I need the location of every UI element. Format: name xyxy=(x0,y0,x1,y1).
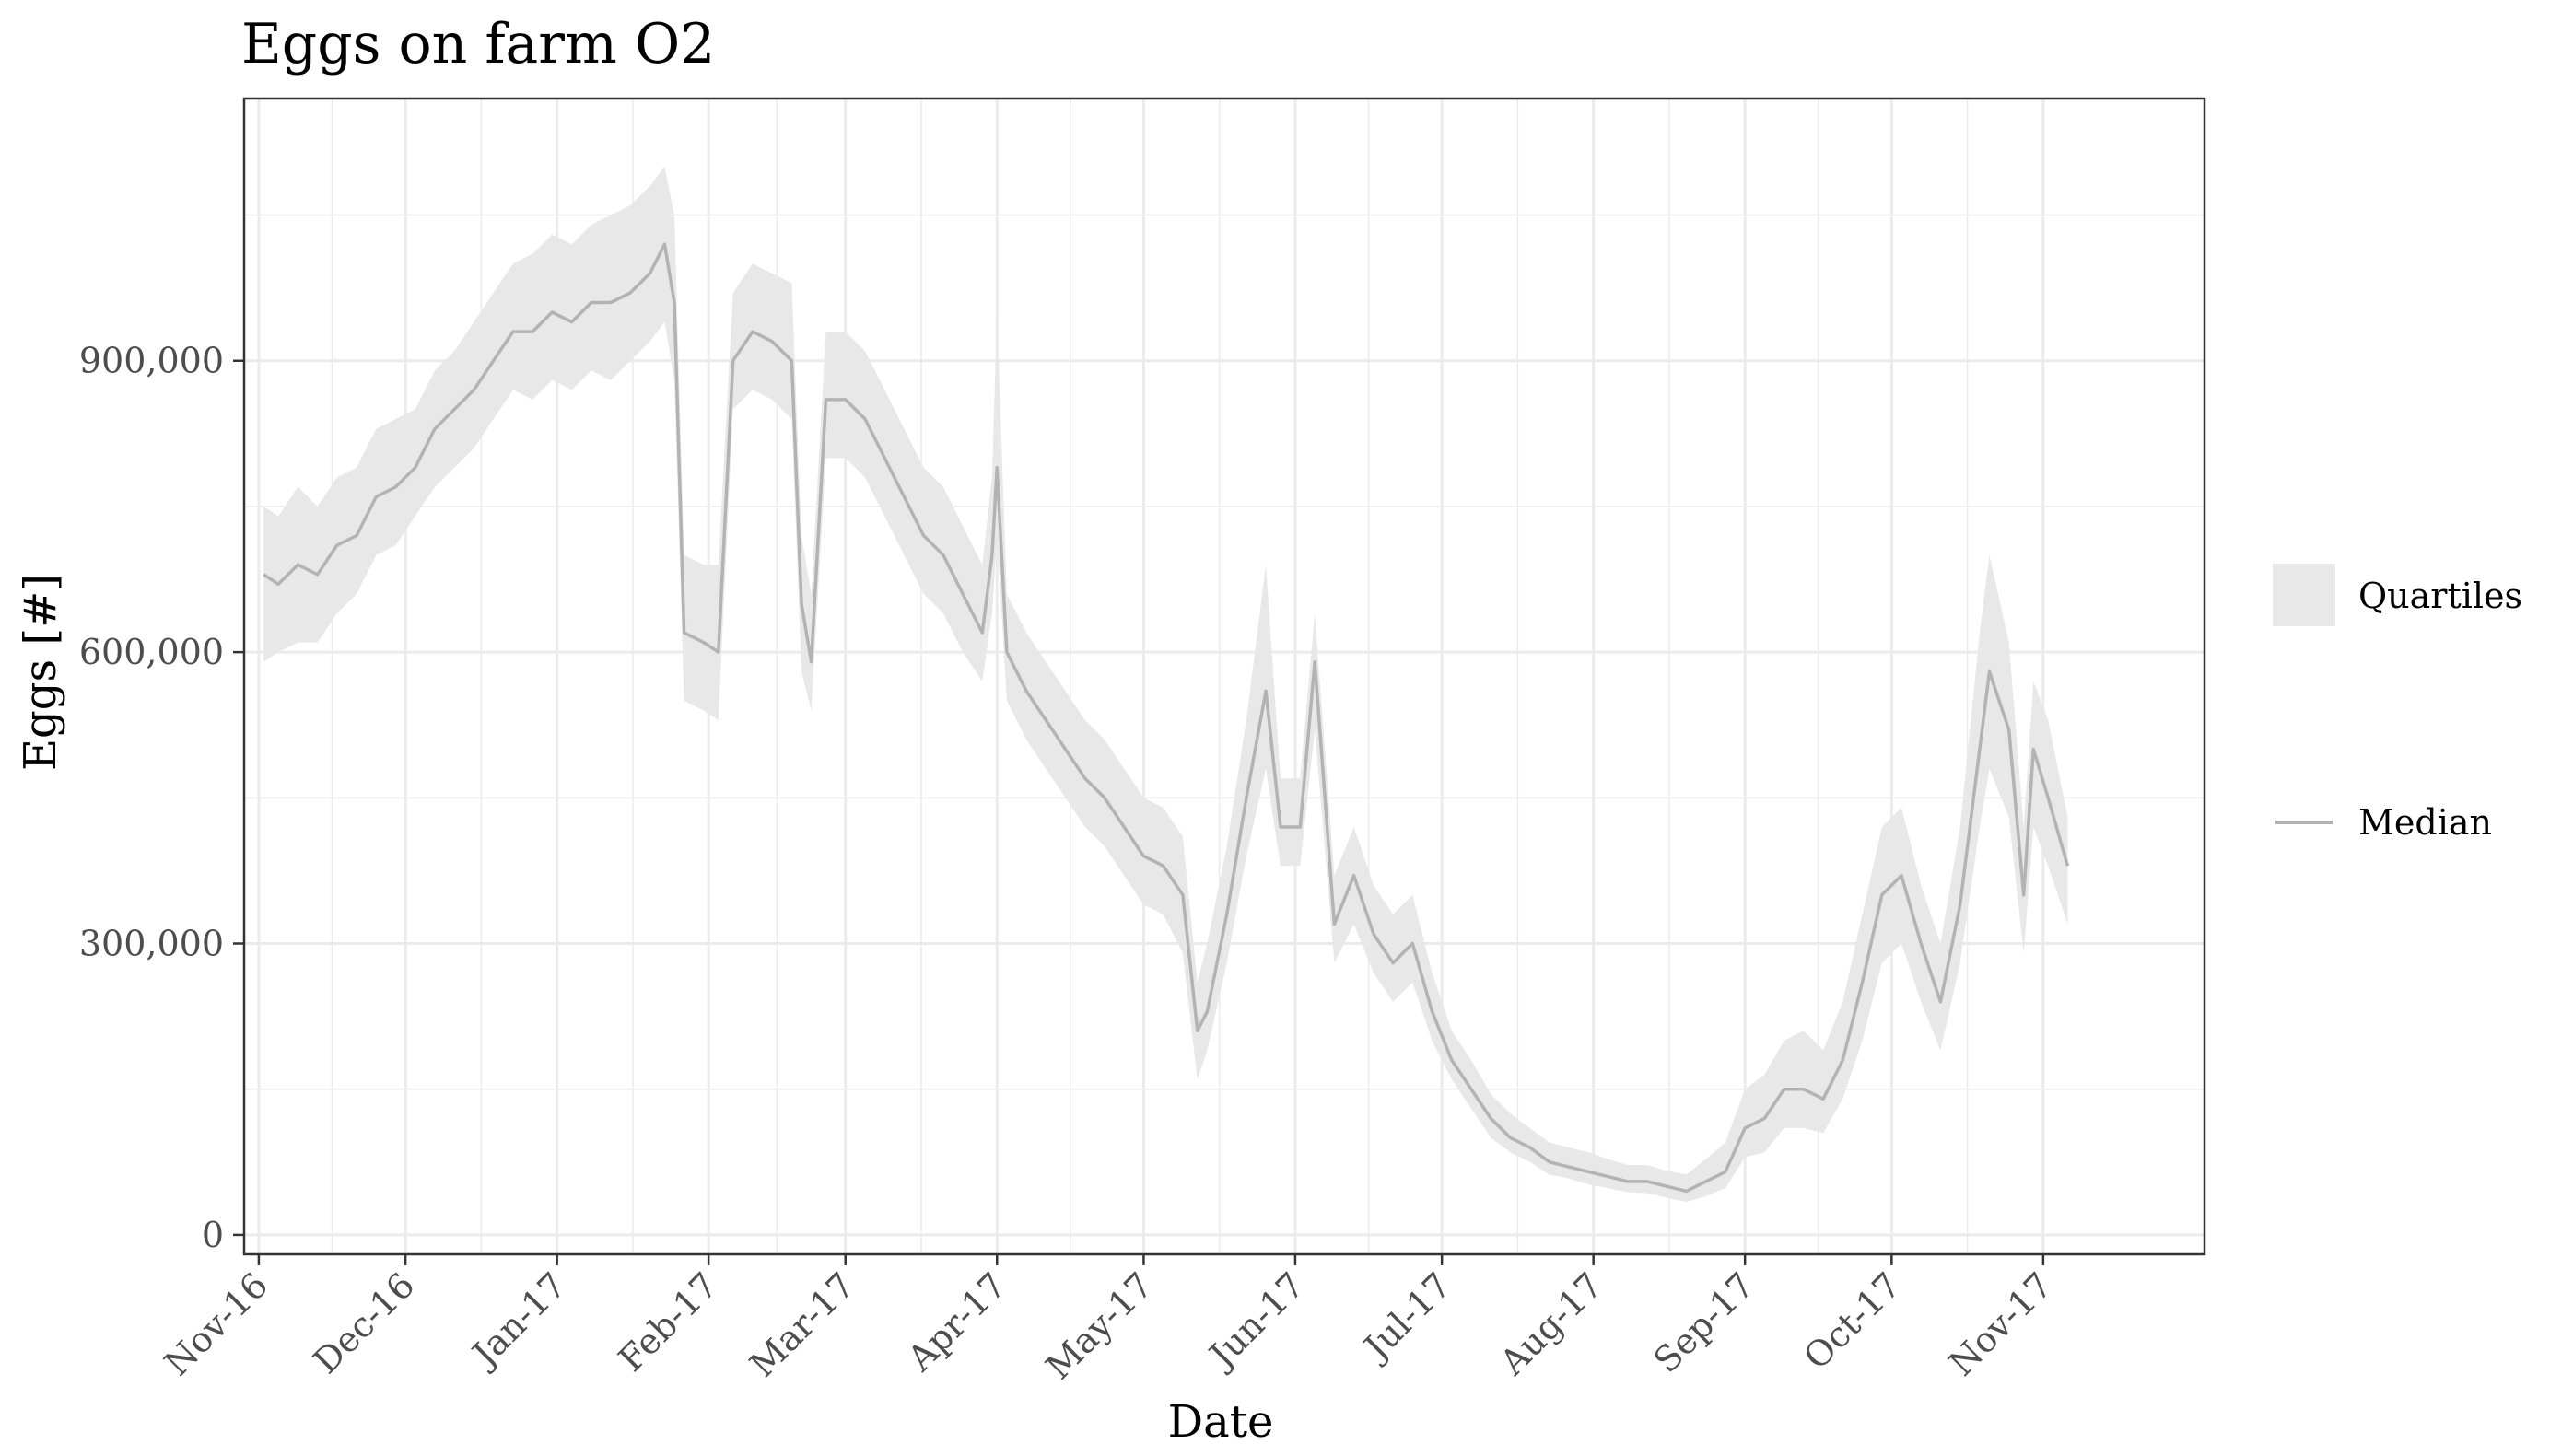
y-tick-label: 300,000 xyxy=(79,924,224,964)
x-tick-label: Apr-17 xyxy=(899,1264,1014,1380)
x-tick-label: Nov-17 xyxy=(1941,1264,2060,1383)
x-tick-label: Feb-17 xyxy=(611,1264,726,1380)
y-axis-title: Eggs [#] xyxy=(15,574,66,771)
legend-label-median: Median xyxy=(2358,802,2492,843)
x-tick-label: Aug-17 xyxy=(1491,1264,1610,1383)
y-tick-label: 0 xyxy=(202,1215,224,1255)
x-tick-label: Nov-16 xyxy=(157,1264,275,1383)
plot-area xyxy=(242,97,2206,1256)
panel-border xyxy=(242,97,2206,1256)
y-tick-label: 600,000 xyxy=(79,632,224,672)
legend: Quartiles Median xyxy=(2273,564,2522,843)
x-tick-label: Sep-17 xyxy=(1646,1264,1762,1380)
y-tick-label: 900,000 xyxy=(79,341,224,381)
x-axis-title: Date xyxy=(1168,1396,1274,1448)
x-tick-label: Mar-17 xyxy=(742,1264,862,1385)
x-tick-label: Jul-17 xyxy=(1354,1264,1459,1369)
x-tick-label: Oct-17 xyxy=(1796,1264,1908,1377)
legend-key-quartiles xyxy=(2273,564,2335,626)
x-tick-label: Jun-17 xyxy=(1199,1264,1313,1378)
x-tick-label: Jan-17 xyxy=(462,1264,574,1376)
chart-title: Eggs on farm O2 xyxy=(241,12,715,76)
x-tick-label: Dec-16 xyxy=(306,1264,423,1381)
x-tick-label: May-17 xyxy=(1038,1264,1161,1387)
y-axis: 0 300,000 600,000 900,000 xyxy=(79,341,244,1255)
legend-label-quartiles: Quartiles xyxy=(2358,576,2522,616)
x-axis: Nov-16 Dec-16 Jan-17 Feb-17 Mar-17 Apr-17 May-… xyxy=(157,1254,2060,1387)
median-line xyxy=(263,242,2070,1194)
